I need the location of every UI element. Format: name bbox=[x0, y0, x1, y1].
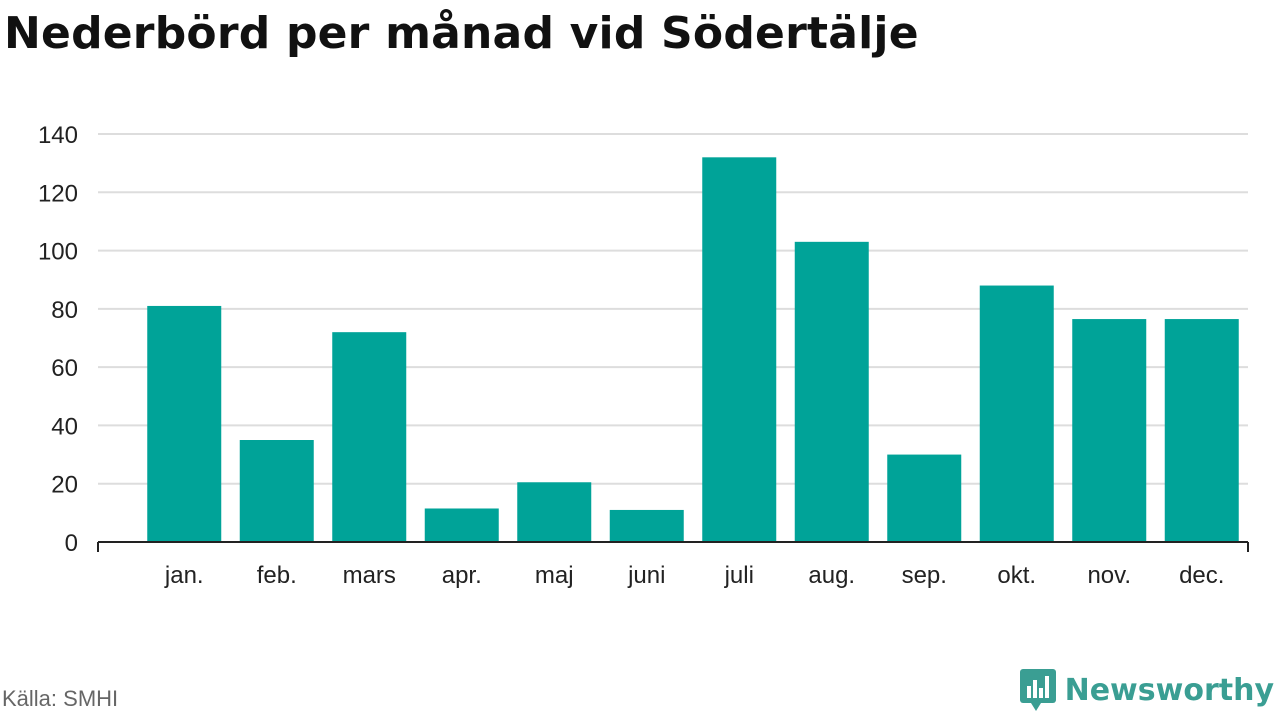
x-tick-label: nov. bbox=[1087, 562, 1131, 589]
chart-title: Nederbörd per månad vid Södertälje bbox=[4, 8, 919, 59]
y-tick-label: 140 bbox=[38, 122, 78, 149]
bar-juli bbox=[702, 157, 777, 543]
bar-jan bbox=[147, 305, 222, 542]
x-tick-label: aug. bbox=[808, 562, 855, 589]
x-tick-label: okt. bbox=[997, 562, 1036, 589]
chart-bubble-icon bbox=[1019, 668, 1057, 712]
y-tick-label: 0 bbox=[65, 530, 78, 557]
x-axis-labels: jan. feb. mars apr. maj juni juli aug. sep. okt. n… bbox=[164, 562, 1225, 589]
x-tick-label: juli bbox=[724, 562, 754, 589]
bar-apr bbox=[424, 508, 499, 542]
x-axis bbox=[97, 541, 1249, 552]
source-note: Källa: SMHI bbox=[2, 686, 119, 711]
x-tick-label: jan. bbox=[164, 562, 204, 589]
x-tick-label: mars bbox=[343, 562, 396, 589]
y-tick-label: 20 bbox=[51, 472, 78, 499]
bar-feb bbox=[239, 440, 314, 542]
x-tick-label: juni bbox=[627, 562, 665, 589]
y-axis-labels: 0 20 40 60 80 100 120 140 bbox=[38, 122, 78, 557]
x-tick-label: apr. bbox=[442, 562, 482, 589]
brand-logo: Newsworthy bbox=[1019, 668, 1274, 712]
bar-sep bbox=[887, 454, 962, 542]
y-tick-label: 80 bbox=[51, 297, 78, 324]
y-tick-label: 40 bbox=[51, 413, 78, 440]
y-tick-label: 120 bbox=[38, 180, 78, 207]
bar-nov bbox=[1072, 319, 1147, 542]
bar-juni bbox=[609, 509, 684, 542]
bar-dec bbox=[1164, 319, 1239, 542]
x-tick-label: sep. bbox=[902, 562, 947, 589]
y-tick-label: 100 bbox=[38, 239, 78, 266]
brand-name: Newsworthy bbox=[1064, 672, 1274, 708]
bar-okt bbox=[979, 285, 1054, 542]
bar-maj bbox=[517, 482, 592, 542]
bars bbox=[147, 157, 1239, 543]
bar-mars bbox=[332, 332, 407, 542]
x-tick-label: dec. bbox=[1179, 562, 1224, 589]
x-tick-label: feb. bbox=[257, 562, 297, 589]
bar-aug bbox=[794, 241, 869, 543]
x-tick-label: maj bbox=[535, 562, 574, 589]
y-tick-label: 60 bbox=[51, 355, 78, 382]
